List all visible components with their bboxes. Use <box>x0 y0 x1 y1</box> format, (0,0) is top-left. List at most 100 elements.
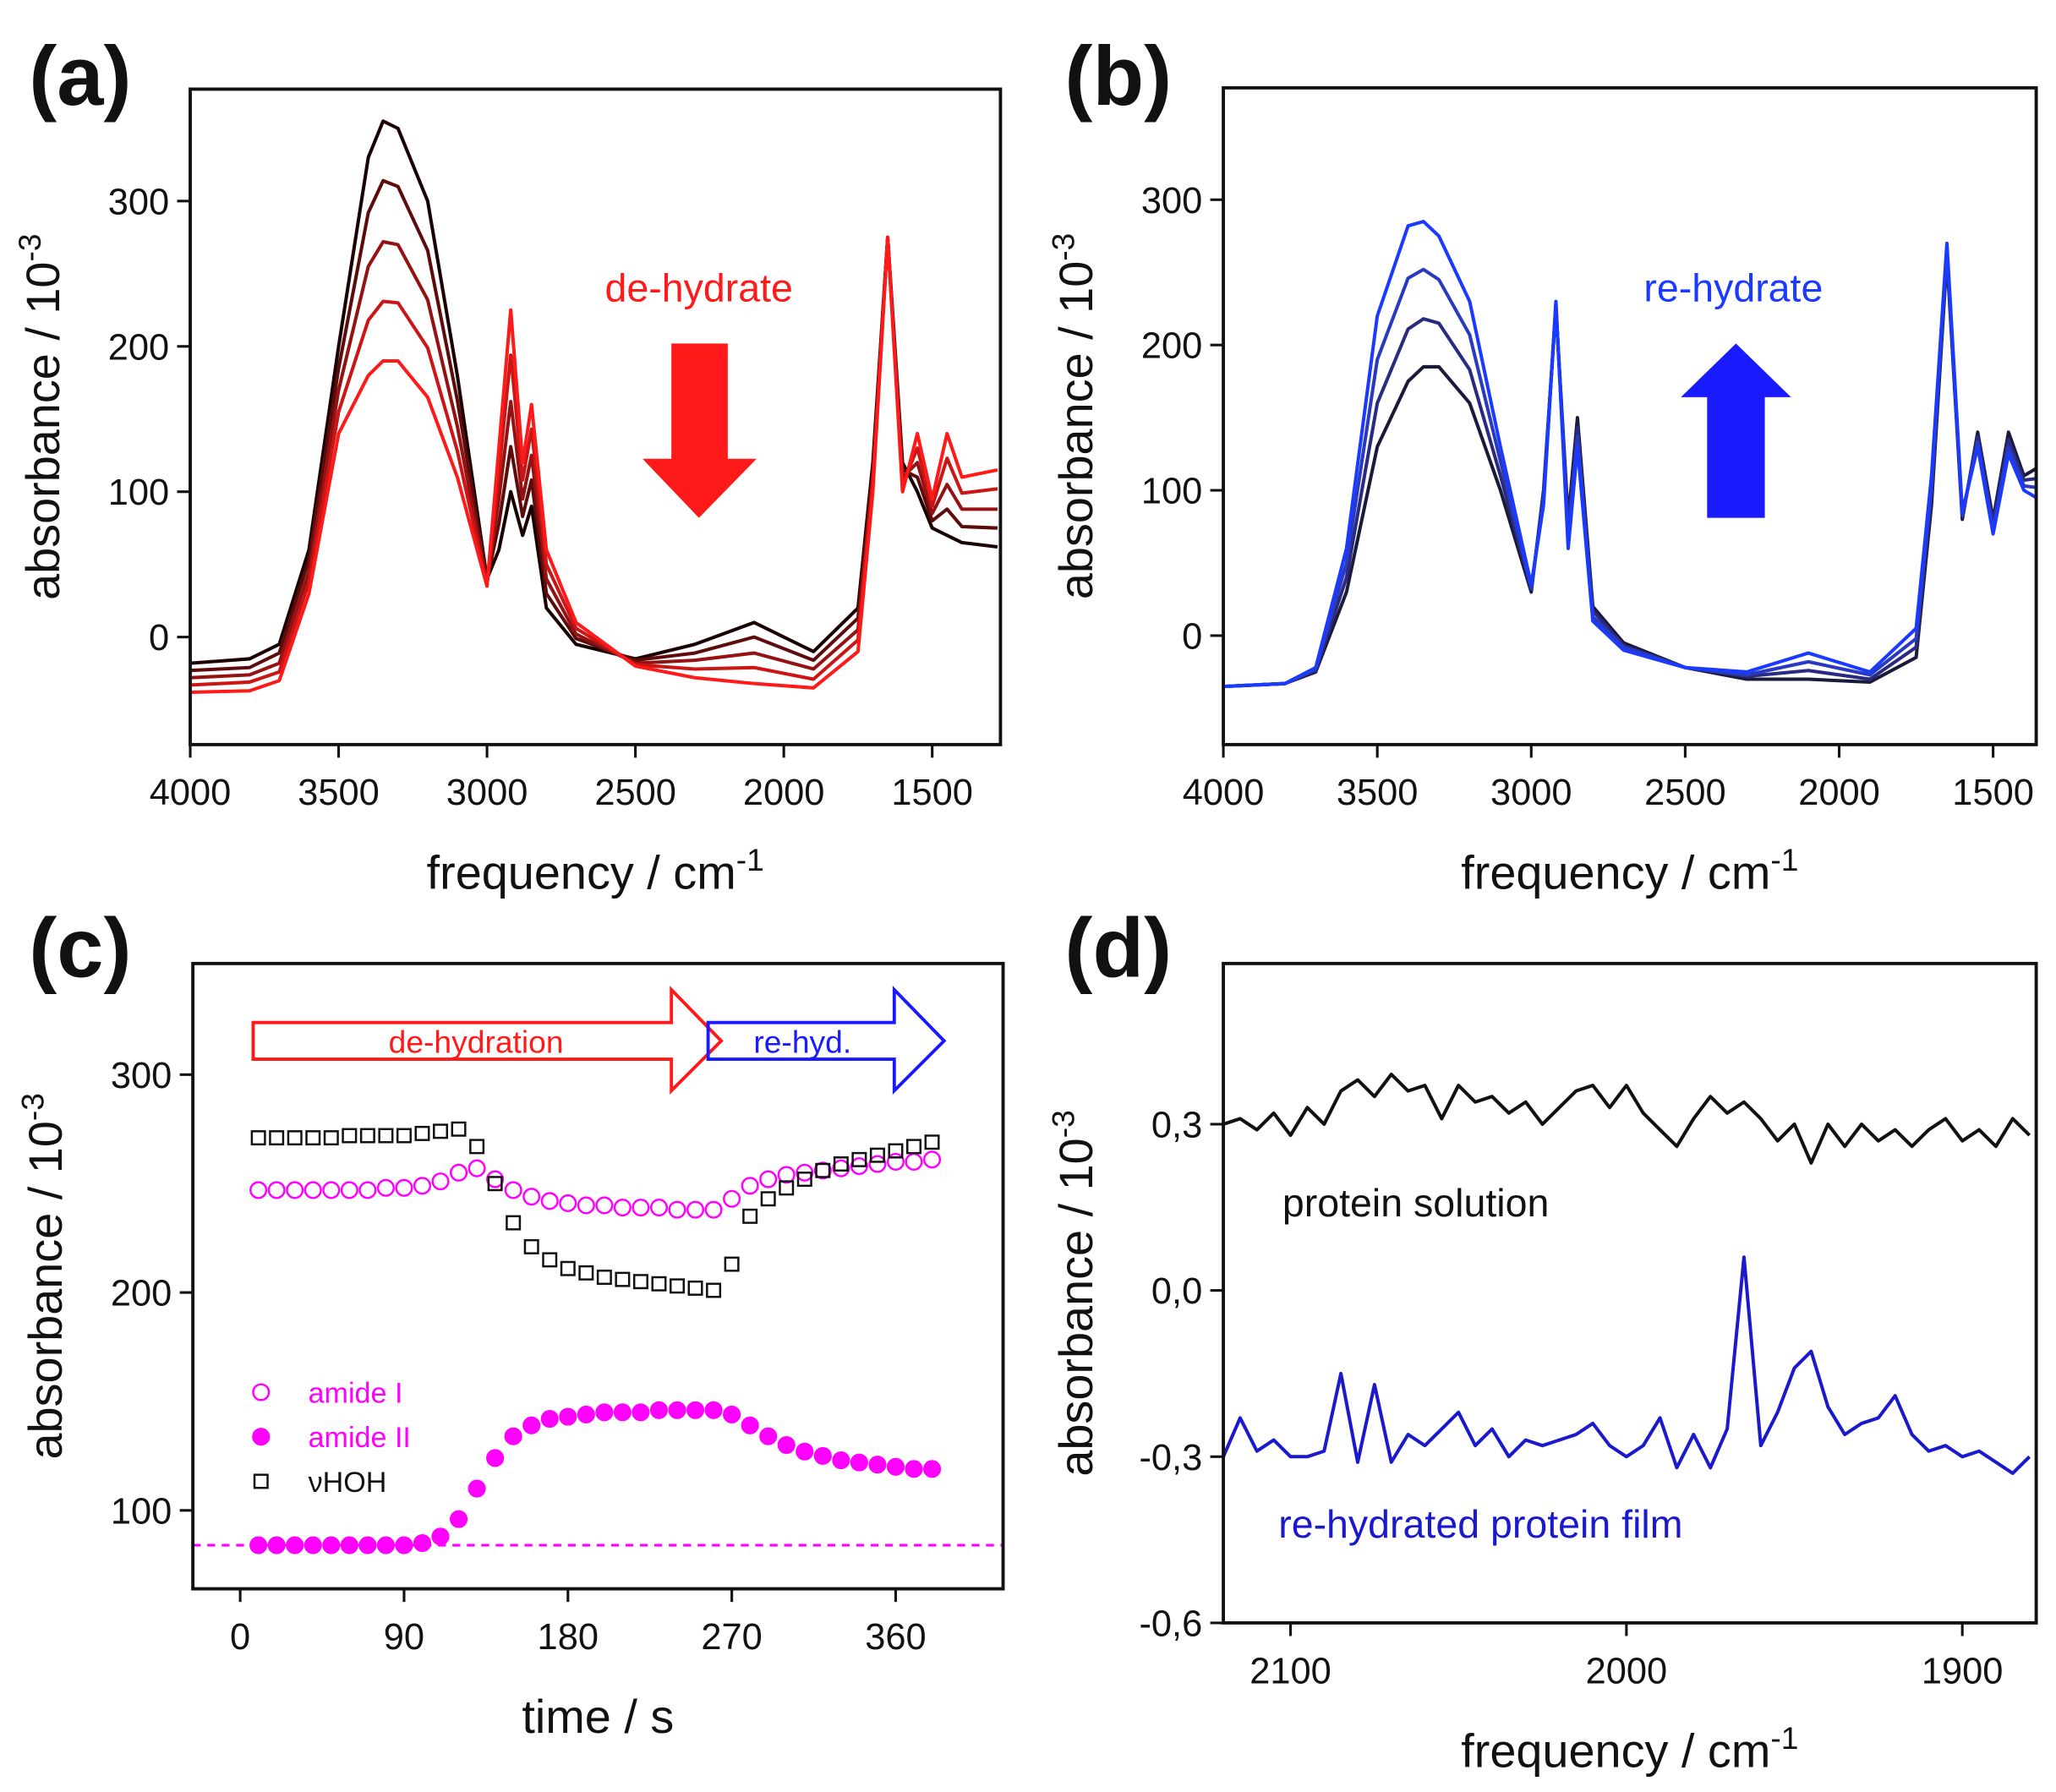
x-axis-title-text: time / s <box>522 1690 674 1743</box>
circle-marker <box>303 1536 322 1554</box>
spectrum-line <box>1223 245 2037 689</box>
circle-marker <box>741 1177 759 1195</box>
x-tick-label: 3000 <box>446 773 528 813</box>
circle-marker <box>286 1536 304 1554</box>
y-tick-label: 0 <box>1182 616 1202 657</box>
square-marker <box>906 1139 921 1155</box>
circle-marker <box>613 1199 632 1217</box>
y-axis-title-text: absorbance / 10 <box>19 1121 72 1459</box>
square-marker <box>869 1147 885 1163</box>
circle-marker <box>686 1200 705 1219</box>
circle-marker <box>850 1157 868 1176</box>
circle-marker <box>868 1456 887 1474</box>
circle-marker <box>595 1196 614 1215</box>
x-tick-label: 2500 <box>594 773 676 813</box>
x-tick-label: 90 <box>384 1617 424 1658</box>
square-marker <box>578 1265 594 1281</box>
y-axis-title: absorbance / 10-3 <box>1045 233 1102 600</box>
circle-marker <box>522 1416 541 1434</box>
circle-marker <box>486 1170 505 1188</box>
circle-marker <box>905 1460 923 1478</box>
series-label: re-hydrated protein film <box>1278 1502 1682 1546</box>
x-tick-label: 4000 <box>150 773 232 813</box>
axes-frame <box>189 87 1003 746</box>
x-axis-title: time / s <box>522 1690 674 1743</box>
circle-marker <box>922 1150 942 1169</box>
x-tick-label: 1500 <box>1952 773 2034 813</box>
axes-frame <box>191 961 1005 1591</box>
circle-marker <box>267 1181 286 1199</box>
x-tick-label: 180 <box>538 1617 599 1658</box>
spectrum-line <box>1223 256 2037 689</box>
circle-marker <box>595 1403 614 1422</box>
square-marker <box>924 1134 940 1150</box>
square-marker <box>670 1278 686 1294</box>
x-tick-label: 2500 <box>1644 773 1726 813</box>
x-axis-title-sup: -1 <box>1770 1720 1798 1756</box>
spectrum-line <box>1223 1255 2031 1475</box>
y-tick-label: 0,3 <box>1151 1105 1202 1145</box>
legend-label: amide I <box>309 1377 403 1409</box>
x-axis-title-text: frequency / cm <box>427 845 736 899</box>
spectrum-line <box>190 235 998 687</box>
circle-marker <box>813 1161 832 1180</box>
circle-marker <box>632 1403 650 1422</box>
square-marker <box>469 1139 485 1155</box>
x-axis-title: frequency / cm-1 <box>1461 842 1798 899</box>
x-tick-label: 0 <box>230 1617 250 1658</box>
circle-marker <box>868 1155 887 1173</box>
x-axis-title-text: frequency / cm <box>1461 1724 1770 1778</box>
square-marker <box>287 1130 303 1146</box>
x-tick-label: 270 <box>701 1617 762 1658</box>
square-marker <box>523 1238 539 1254</box>
x-tick-label: 4000 <box>1183 773 1265 813</box>
y-axis-title-text: absorbance / 10 <box>1049 1138 1102 1476</box>
plot-area <box>193 1121 1003 1554</box>
y-tick-label: 100 <box>108 473 169 513</box>
spectrum-line <box>190 119 998 665</box>
square-marker <box>433 1123 449 1139</box>
square-marker <box>651 1276 667 1292</box>
circle-marker <box>486 1449 505 1467</box>
y-axis-title-sup: -3 <box>1045 233 1080 261</box>
circle-marker <box>886 1152 905 1171</box>
panel-label: (c) <box>29 901 131 995</box>
circle-marker <box>395 1178 413 1197</box>
square-marker <box>833 1156 849 1172</box>
circle-marker <box>577 1196 595 1215</box>
spectrum-line <box>1223 251 2037 689</box>
annotation: de-hydration <box>389 1024 564 1059</box>
circle-marker <box>358 1181 377 1199</box>
circle-marker <box>850 1453 868 1472</box>
plot-area <box>1223 220 2037 689</box>
circle-marker <box>540 1192 559 1210</box>
circle-marker <box>413 1177 432 1195</box>
y-tick-label: -0,3 <box>1139 1438 1202 1478</box>
circle-marker <box>796 1442 814 1461</box>
y-tick-label: 0 <box>149 618 169 658</box>
circle-marker <box>704 1401 723 1419</box>
rehydration-arrow <box>706 986 947 1095</box>
x-axis-title-sup: -1 <box>736 842 764 877</box>
x-tick-label: 360 <box>865 1617 926 1658</box>
y-axis-title-sup: -3 <box>12 233 47 261</box>
x-tick-label: 3500 <box>1337 773 1419 813</box>
circle-marker <box>376 1536 395 1554</box>
circle-marker <box>632 1199 650 1217</box>
y-tick-label: -0,6 <box>1139 1604 1202 1644</box>
circle-marker <box>322 1181 341 1199</box>
series-label: protein solution <box>1282 1181 1549 1225</box>
circle-marker <box>252 1428 271 1446</box>
circle-marker <box>723 1189 741 1208</box>
circle-marker <box>668 1200 686 1219</box>
circle-marker <box>832 1159 850 1177</box>
square-marker <box>760 1191 776 1207</box>
circle-marker <box>249 1181 268 1199</box>
plot-area <box>190 119 998 694</box>
square-marker <box>396 1128 412 1144</box>
circle-marker <box>340 1181 358 1199</box>
square-marker <box>687 1280 703 1296</box>
circle-marker <box>832 1451 850 1470</box>
circle-marker <box>922 1460 942 1478</box>
